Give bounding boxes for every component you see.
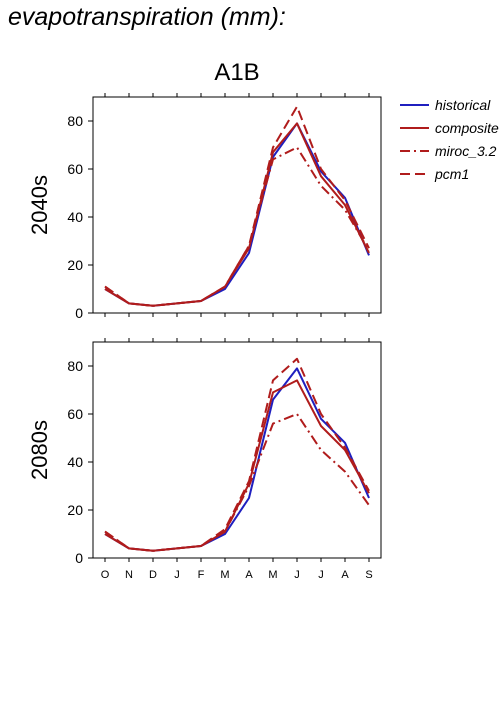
legend-label-miroc_3.2: miroc_3.2 xyxy=(435,143,497,159)
x-tick-label: J xyxy=(294,569,300,581)
y-tick-label: 60 xyxy=(67,161,83,177)
x-tick-label: D xyxy=(149,569,157,581)
y-tick-label: 40 xyxy=(67,454,83,470)
series-line-historical-2040s xyxy=(104,122,370,307)
series-line-miroc_3.2-2040s xyxy=(104,146,370,307)
legend-label-historical: historical xyxy=(435,97,491,113)
series-line-historical-2080s xyxy=(104,367,370,552)
y-tick-label: 20 xyxy=(67,257,83,273)
y-tick-label: 20 xyxy=(67,502,83,518)
panel-frame-2040s xyxy=(92,96,382,314)
legend-label-composite: composite xyxy=(435,120,499,136)
x-tick-label: M xyxy=(220,569,229,581)
x-tick-label: S xyxy=(365,569,372,581)
row-label-2080s: 2080s xyxy=(27,420,52,480)
y-tick-label: 0 xyxy=(75,305,83,321)
y-tick-label: 80 xyxy=(67,358,83,374)
x-tick-label: O xyxy=(101,569,110,581)
panel-frame-2080s xyxy=(92,341,382,559)
series-line-composite-2040s xyxy=(104,122,370,307)
legend-label-pcm1: pcm1 xyxy=(434,166,469,182)
x-tick-label: A xyxy=(245,569,253,581)
series-line-pcm1-2080s xyxy=(104,357,370,552)
y-tick-label: 60 xyxy=(67,406,83,422)
y-tick-label: 40 xyxy=(67,209,83,225)
x-tick-label: F xyxy=(198,569,205,581)
x-tick-label: M xyxy=(268,569,277,581)
series-line-composite-2080s xyxy=(104,379,370,552)
x-tick-label: J xyxy=(318,569,324,581)
scenario-title: A1B xyxy=(214,59,259,86)
y-tick-label: 80 xyxy=(67,113,83,129)
x-tick-label: A xyxy=(341,569,349,581)
row-label-2040s: 2040s xyxy=(27,175,52,235)
x-tick-label: J xyxy=(174,569,180,581)
page-title: evapotranspiration (mm): xyxy=(8,3,286,31)
x-tick-label: N xyxy=(125,569,133,581)
y-tick-label: 0 xyxy=(75,550,83,566)
series-line-pcm1-2040s xyxy=(104,105,370,307)
